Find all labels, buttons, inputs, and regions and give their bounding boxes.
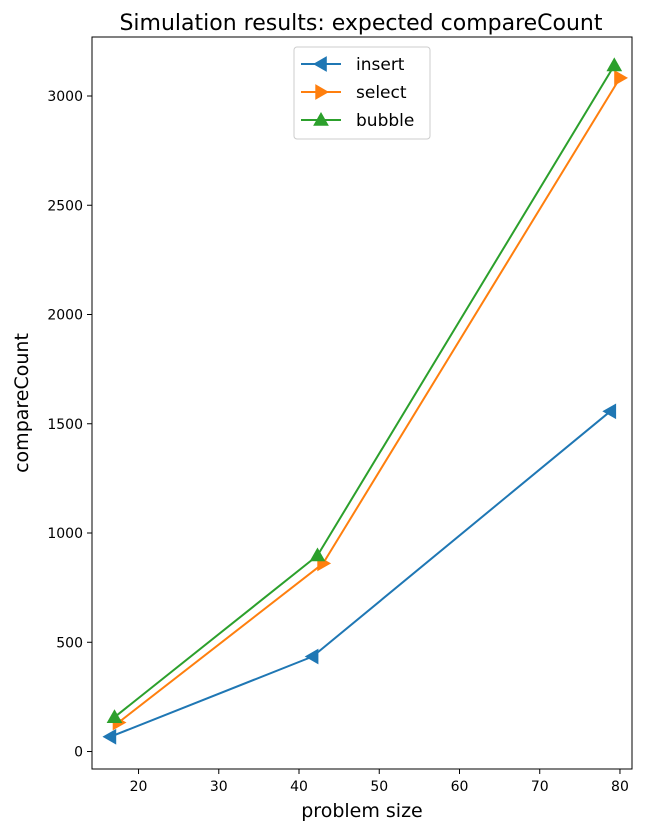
data-point-insert xyxy=(102,728,117,745)
data-point-insert xyxy=(602,403,617,420)
data-point-select xyxy=(614,70,629,86)
legend-label-insert: insert xyxy=(356,55,405,75)
legend-label-bubble: bubble xyxy=(356,111,414,131)
data-point-bubble xyxy=(106,709,123,723)
y-tick-label: 500 xyxy=(56,635,83,651)
series-layer xyxy=(102,57,629,745)
x-axis: 20 30 40 50 60 70 80 xyxy=(130,769,629,795)
series-line-select xyxy=(117,77,621,724)
data-point-bubble xyxy=(309,547,326,562)
x-tick-label: 60 xyxy=(451,779,469,795)
legend: insert select bubble xyxy=(293,46,431,140)
data-point-insert xyxy=(304,648,319,665)
x-tick-label: 30 xyxy=(210,779,228,795)
y-tick-label: 1500 xyxy=(47,417,83,433)
y-tick-label: 2500 xyxy=(47,198,83,214)
data-point-bubble xyxy=(606,57,623,72)
x-tick-label: 40 xyxy=(290,779,308,795)
x-tick-label: 70 xyxy=(531,779,549,795)
y-tick-label: 3000 xyxy=(47,89,83,105)
legend-label-select: select xyxy=(356,83,407,103)
y-axis-label: compareCount xyxy=(11,333,33,473)
legend-marker-bubble xyxy=(313,111,329,126)
legend-box xyxy=(293,46,431,140)
x-tick-label: 50 xyxy=(370,779,388,795)
x-axis-label: problem size xyxy=(301,800,423,822)
y-axis: 0 500 1000 1500 2000 2500 3000 xyxy=(47,89,92,761)
series-line-bubble xyxy=(113,64,616,718)
plot-area xyxy=(91,36,633,770)
x-tick-label: 80 xyxy=(611,779,629,795)
y-tick-label: 0 xyxy=(74,745,83,761)
chart-title: Simulation results: expected compareCoun… xyxy=(119,11,602,36)
legend-marker-insert xyxy=(312,56,327,72)
legend-marker-select xyxy=(315,84,330,100)
series-line-insert xyxy=(110,410,611,738)
y-tick-label: 2000 xyxy=(47,308,83,324)
y-tick-label: 1000 xyxy=(47,526,83,542)
x-tick-label: 20 xyxy=(130,779,148,795)
